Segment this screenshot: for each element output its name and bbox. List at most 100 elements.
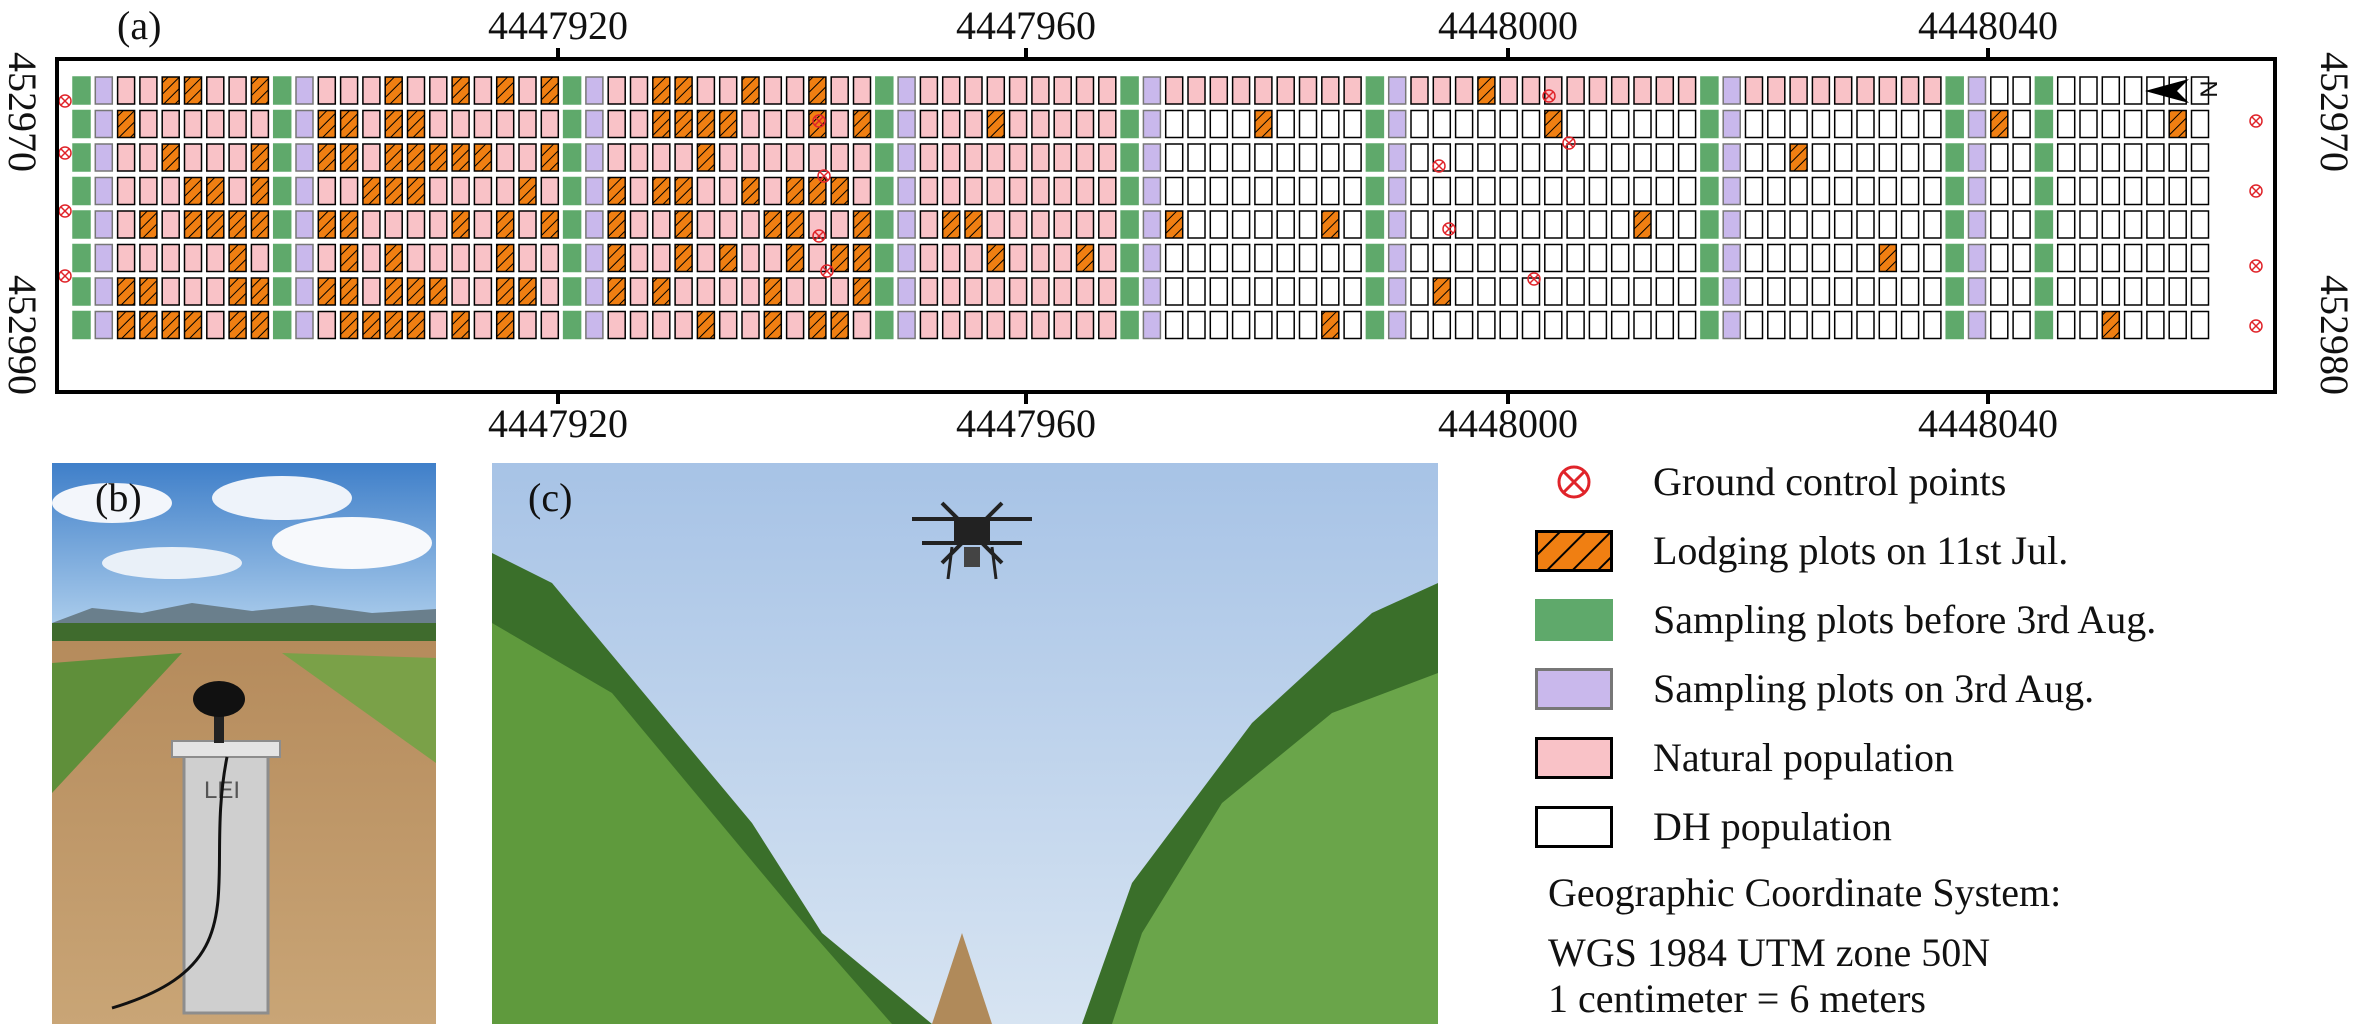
plot-cell [1900, 210, 1920, 239]
plot-cell [1164, 143, 1184, 172]
plot-cell [652, 277, 671, 306]
plot-cell [1945, 76, 1964, 105]
plot-cell [362, 109, 381, 139]
lavender-box-icon [1535, 668, 1613, 710]
plot-cell [763, 176, 783, 206]
plot-cell [1744, 210, 1764, 239]
plot-cell [2012, 143, 2031, 172]
plot-cell [1053, 109, 1072, 139]
plot-cell [2168, 143, 2187, 172]
plot-cell [1789, 76, 1808, 105]
plot-cell [2190, 176, 2210, 206]
crs-line-1: Geographic Coordinate System: [1548, 870, 2062, 915]
plot-cell [1164, 277, 1184, 306]
plot-cell [406, 243, 426, 273]
plot-cell [429, 210, 448, 239]
plot-cell [1031, 243, 1050, 273]
plot-cell [741, 277, 760, 306]
plot-cell [183, 277, 203, 306]
plot-cell [1544, 143, 1563, 172]
plot-cell [1231, 210, 1251, 239]
plot-cell [2146, 210, 2165, 239]
plot-cell [696, 143, 716, 172]
plot-cell [2056, 243, 2076, 273]
plot-cell [1120, 277, 1139, 306]
plot-cell [1610, 277, 1630, 306]
plot-cell [1053, 210, 1072, 239]
plot-cell [2056, 277, 2076, 306]
plot-cell [1521, 76, 1541, 105]
plot-cell [139, 76, 158, 105]
plot-cell [1767, 176, 1786, 206]
plot-cell [1209, 243, 1229, 273]
plot-cell [585, 310, 604, 340]
plot-cell [1276, 143, 1295, 172]
plot-cell [1856, 76, 1875, 105]
plot-cell [406, 109, 426, 139]
plot-cell [2012, 210, 2031, 239]
plot-cell [2034, 277, 2054, 306]
plot-cell [1254, 176, 1273, 206]
plot-cell [1142, 277, 1162, 306]
plot-cell [607, 210, 626, 239]
plot-cell [1343, 143, 1362, 172]
green-box-icon [1535, 599, 1613, 641]
plot-cell [562, 310, 582, 340]
plot-cell [1142, 143, 1162, 172]
plot-cell [161, 76, 180, 105]
plot-cell [540, 109, 560, 139]
plot-cell [852, 76, 872, 105]
plot-cell [1343, 210, 1362, 239]
plot-cell [1878, 310, 1898, 340]
plot-cell [183, 76, 203, 105]
plot-cell [1945, 143, 1964, 172]
plot-cell [1008, 76, 1028, 105]
plot-cell [1610, 176, 1630, 206]
plot-cell [718, 210, 738, 239]
plot-cell [1700, 109, 1719, 139]
plot-cell [116, 76, 136, 105]
plot-cell [607, 143, 626, 172]
plot-cell [1722, 176, 1741, 206]
plot-cell [272, 109, 292, 139]
plot-cell [1209, 109, 1229, 139]
plot-cell [1677, 277, 1697, 306]
plot-cell [2079, 277, 2098, 306]
north-label: N [2194, 80, 2222, 98]
plot-cell [2101, 243, 2121, 273]
plot-cell [585, 143, 604, 172]
plot-cell [1900, 76, 1920, 105]
plot-cell [451, 176, 470, 206]
plot-cell [518, 76, 537, 105]
plot-cell [1387, 277, 1407, 306]
plot-cell [1945, 176, 1964, 206]
plot-map: N [55, 57, 2277, 394]
plot-cell [228, 243, 247, 273]
plot-cell [1833, 143, 1853, 172]
plot-cell [250, 143, 270, 172]
plot-cell [2146, 176, 2165, 206]
plot-cell [1410, 176, 1429, 206]
plot-cell [1878, 76, 1898, 105]
plot-cell [562, 76, 582, 105]
plot-cell [1700, 76, 1719, 105]
plot-cell [1878, 277, 1898, 306]
plot-cell [384, 210, 403, 239]
plot-cell [1231, 310, 1251, 340]
plot-cell [1231, 143, 1251, 172]
plot-cell [1722, 76, 1741, 105]
gcp-layer [59, 89, 2263, 333]
plot-cell [2190, 243, 2210, 273]
crs-line-3: 1 centimeter = 6 meters [1548, 976, 1926, 1021]
plot-cell [763, 76, 783, 105]
plot-cell [1655, 210, 1675, 239]
plot-cell [228, 310, 247, 340]
plot-cell [2079, 76, 2098, 105]
plot-cell [1700, 277, 1719, 306]
plot-cell [228, 176, 247, 206]
plot-cell [1075, 176, 1095, 206]
plot-cell [808, 277, 827, 306]
plot-cell [1789, 243, 1808, 273]
uav-maize-image [492, 463, 1438, 1024]
plot-cell [206, 210, 225, 239]
